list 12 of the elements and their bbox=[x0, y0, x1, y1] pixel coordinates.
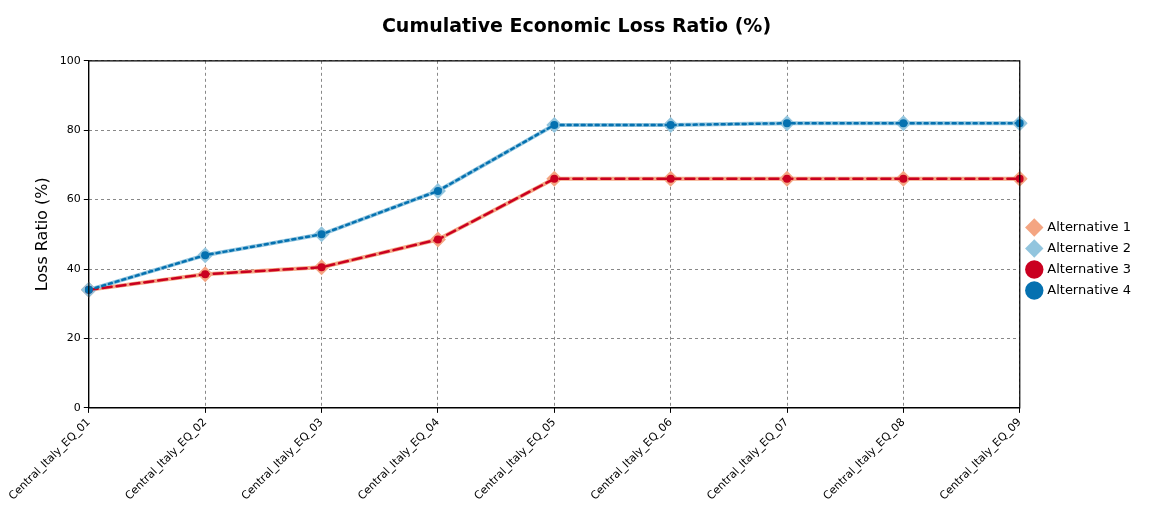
legend-label: Alternative 2 bbox=[1047, 239, 1132, 255]
y-tick-label: 20 bbox=[66, 331, 81, 345]
y-axis-title: Loss Ratio (%) bbox=[32, 177, 52, 292]
y-tick-label: 100 bbox=[59, 53, 81, 67]
legend-label: Alternative 1 bbox=[1047, 218, 1132, 234]
legend-label: Alternative 3 bbox=[1047, 260, 1132, 276]
legend-label: Alternative 4 bbox=[1047, 281, 1132, 297]
y-tick-label: 80 bbox=[66, 123, 81, 137]
y-tick-label: 60 bbox=[66, 192, 81, 206]
y-tick-label: 0 bbox=[73, 400, 81, 414]
chart-title: Cumulative Economic Loss Ratio (%) bbox=[381, 14, 772, 37]
y-tick-label: 40 bbox=[66, 261, 81, 275]
